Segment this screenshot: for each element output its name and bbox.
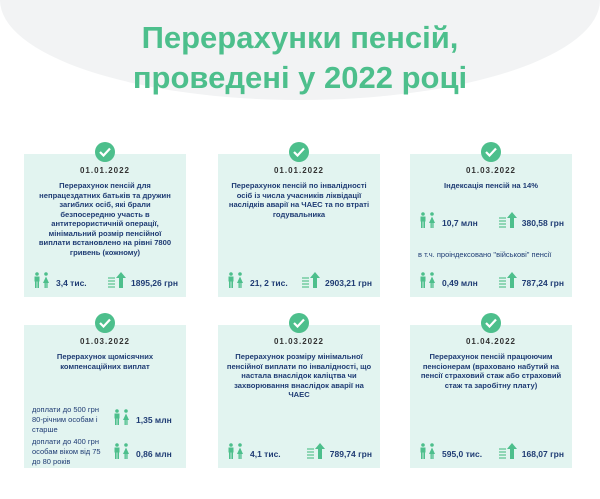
card-description: Перерахунок пенсій для непрацездатних ба… [38,181,172,257]
card-date: 01.01.2022 [273,166,325,175]
people-group: 1,35 млн [112,409,178,425]
stats-row: 21, 2 тис. 2903,21 грн [226,272,372,288]
people-count: 1,35 млн [136,415,172,425]
amount-increase: 380,58 грн [521,218,564,228]
amount-increase: 1895,26 грн [131,278,178,288]
people-count: 0,86 млн [136,449,172,459]
stats-row: 10,7 млн 380,58 грн [418,212,564,228]
coins-arrow-up-icon [498,212,517,228]
stats-row: 4,1 тис. 789,74 грн [226,443,372,459]
people-icon [228,443,243,459]
people-group: 0,86 млн [112,443,178,459]
people-count: 21, 2 тис. [250,278,288,288]
card: 01.03.2022 Перерахунок щомісячних компен… [24,313,186,468]
coins-arrow-up-icon [108,272,127,288]
coins-arrow-up-icon [306,443,325,459]
people-count: 3,4 тис. [56,278,87,288]
people-icon [420,443,435,459]
amount-increase: 168,07 грн [521,449,564,459]
amount-increase: 2903,21 грн [325,278,372,288]
card-note: в т.ч. проіндексовано "військові" пенсії [418,250,552,259]
check-icon [289,142,309,162]
people-icon [114,409,129,425]
check-icon [95,313,115,333]
card-date: 01.04.2022 [465,337,517,346]
card-description: Перерахунок пенсій по інвалідності осіб … [228,181,370,219]
coins-arrow-up-icon [498,443,517,459]
card: 01.04.2022 Перерахунок пенсій працюючим … [410,313,572,468]
card: 01.03.2022 Перерахунок розміру мінімальн… [218,313,380,468]
card-description: Перерахунок пенсій працюючим пенсіонерам… [420,352,562,390]
amount-increase: 789,74 грн [329,449,372,459]
people-icon [420,212,435,228]
amount-increase: 787,24 грн [521,278,564,288]
page-title: Перерахунки пенсій, проведені у 2022 роц… [132,20,468,95]
card: 01.03.2022 Індексація пенсій на 14% 10,7 … [410,142,572,297]
check-icon [481,313,501,333]
card-date: 01.03.2022 [465,166,517,175]
people-count: 595,0 тис. [442,449,483,459]
people-count: 4,1 тис. [250,449,281,459]
card-subtext: доплати до 500 грн 80-річним особам і ст… [32,405,99,434]
card-date: 01.03.2022 [273,337,325,346]
stats-row: 595,0 тис. 168,07 грн [418,443,564,459]
people-count: 0,49 млн [442,278,478,288]
people-icon [114,443,129,459]
people-count: 10,7 млн [442,218,478,228]
people-icon [420,272,435,288]
stats-row: 3,4 тис. 1895,26 грн [32,272,178,288]
check-icon [289,313,309,333]
people-icon [34,272,49,288]
card-subtext: доплати до 400 грн особам віком від 75 д… [32,437,101,466]
card-description: Перерахунок щомісячних компенсаційних ви… [56,352,154,371]
stats-row: 0,49 млн 787,24 грн [418,272,564,288]
card-description: Індексація пенсій на 14% [444,181,538,190]
coins-arrow-up-icon [302,272,321,288]
card-date: 01.03.2022 [79,337,131,346]
check-icon [95,142,115,162]
card: 01.01.2022 Перерахунок пенсій по інвалід… [218,142,380,297]
coins-arrow-up-icon [498,272,517,288]
card-description: Перерахунок розміру мінімальної пенсійно… [226,352,372,399]
card: 01.01.2022 Перерахунок пенсій для непрац… [24,142,186,297]
check-icon [481,142,501,162]
card-date: 01.01.2022 [79,166,131,175]
people-icon [228,272,243,288]
